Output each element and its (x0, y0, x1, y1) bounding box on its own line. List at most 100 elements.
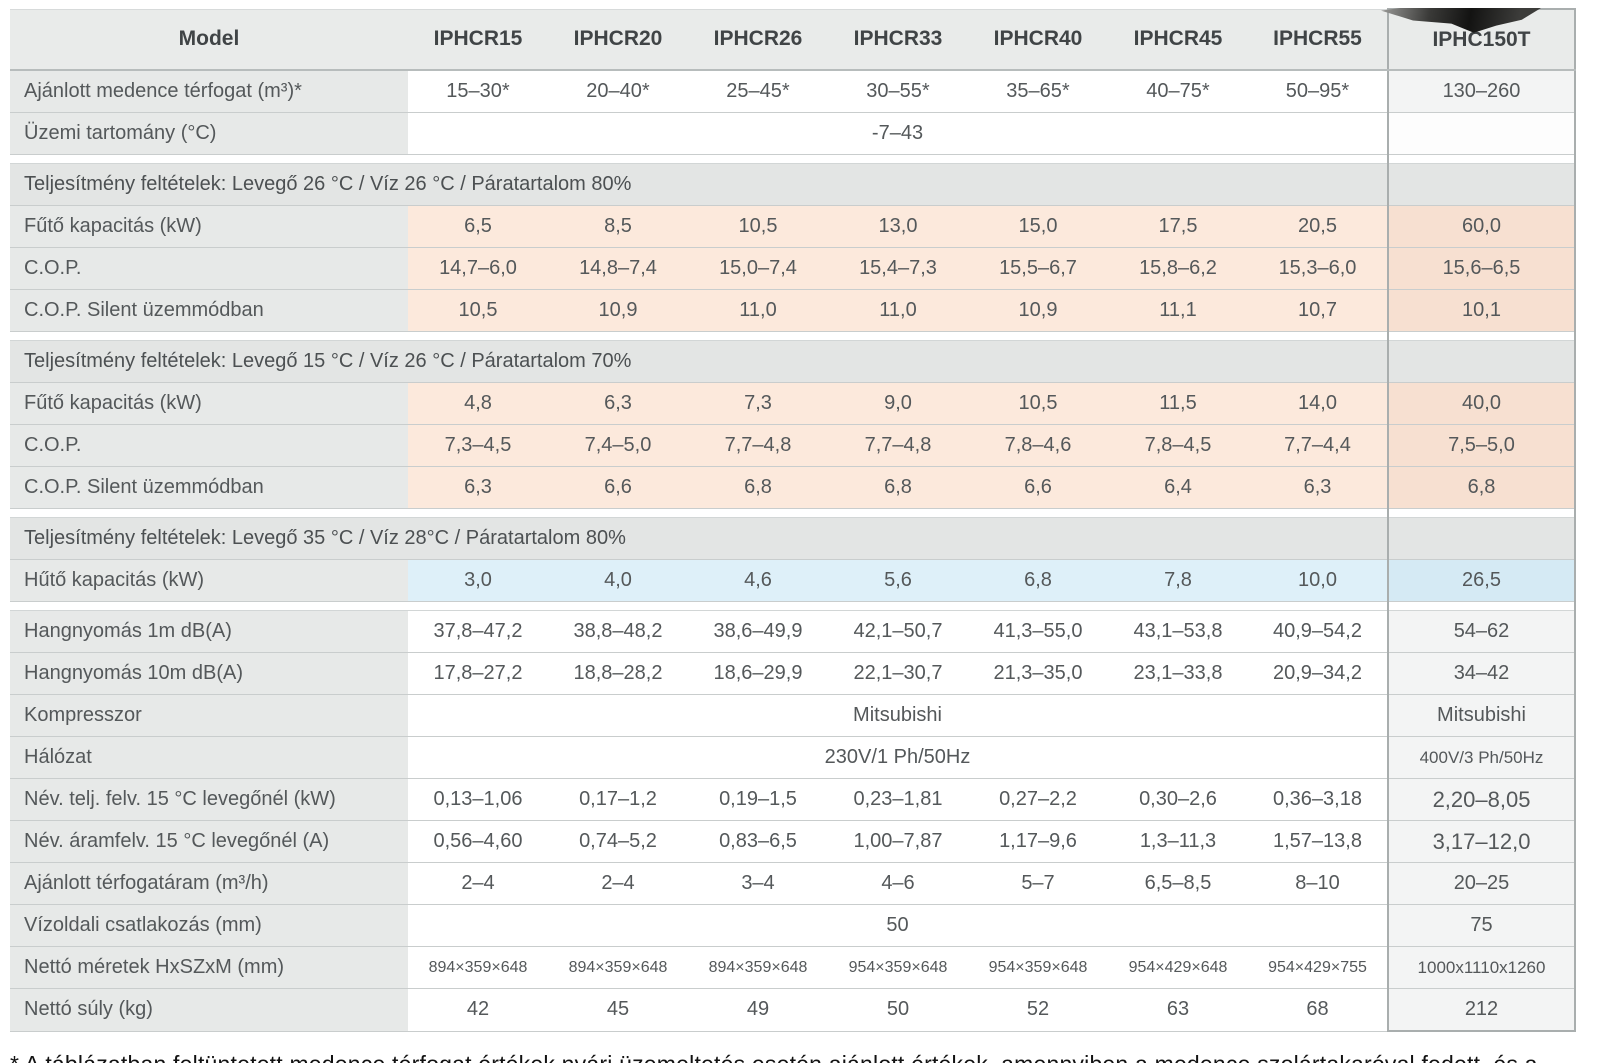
value-cell: 954×359×648 (968, 946, 1108, 989)
value-cell: 4–6 (828, 862, 968, 905)
table-row: Hűtő kapacitás (kW) 3,0 4,0 4,6 5,6 6,8 7,8 10,… (10, 559, 1576, 602)
value-cell: 41,3–55,0 (968, 610, 1108, 653)
value-cell-iphc150t: 212 (1387, 988, 1576, 1032)
value-cell-iphc150t: 6,8 (1387, 466, 1576, 509)
value-cell: 18,8–28,2 (548, 652, 688, 695)
value-cell: 52 (968, 988, 1108, 1032)
value-cell: 4,0 (548, 559, 688, 602)
value-cell: 21,3–35,0 (968, 652, 1108, 695)
value-cell: 20,9–34,2 (1248, 652, 1388, 695)
value-cell: 22,1–30,7 (828, 652, 968, 695)
value-cell-iphc150t: 15,6–6,5 (1387, 247, 1576, 290)
value-cell: 0,36–3,18 (1248, 778, 1388, 821)
value-cell: 15,0 (968, 205, 1108, 248)
value-cell: 6,5–8,5 (1108, 862, 1248, 905)
value-cell: 7,8–4,5 (1108, 424, 1248, 467)
value-cell: 38,8–48,2 (548, 610, 688, 653)
table-row: Nettó súly (kg) 42 45 49 50 52 63 68 212 (10, 988, 1576, 1032)
value-cell: 42 (408, 988, 548, 1032)
value-cell: 0,19–1,5 (688, 778, 828, 821)
section-header: Teljesítmény feltételek: Levegő 26 °C / … (10, 163, 1388, 206)
section-gap (10, 508, 1576, 518)
value-cell: 7,8–4,6 (968, 424, 1108, 467)
merged-value-cell: -7–43 (408, 112, 1388, 155)
model-header-iphcr20: IPHCR20 (548, 9, 688, 71)
value-cell-iphc150t: 3,17–12,0 (1387, 820, 1576, 863)
table-row: Üzemi tartomány (°C) -7–43 (10, 112, 1576, 155)
value-cell: 7,3–4,5 (408, 424, 548, 467)
value-cell: 0,56–4,60 (408, 820, 548, 863)
value-cell: 7,3 (688, 382, 828, 425)
value-cell: 11,0 (828, 289, 968, 332)
table-row: C.O.P. Silent üzemmódban 10,5 10,9 11,0 11,0… (10, 289, 1576, 332)
value-cell: 17,8–27,2 (408, 652, 548, 695)
value-cell: 11,1 (1108, 289, 1248, 332)
table-row: Teljesítmény feltételek: Levegő 35 °C / … (10, 517, 1576, 560)
value-cell: 10,7 (1248, 289, 1388, 332)
value-cell: 0,83–6,5 (688, 820, 828, 863)
value-cell: 3,0 (408, 559, 548, 602)
value-cell: 11,0 (688, 289, 828, 332)
merged-value-cell: 230V/1 Ph/50Hz (408, 736, 1388, 779)
table-row: Hangnyomás 10m dB(A) 17,8–27,2 18,8–28,2 18… (10, 652, 1576, 695)
value-cell-iphc150t: 1000x1110x1260 (1387, 946, 1576, 989)
value-cell-iphc150t: 40,0 (1387, 382, 1576, 425)
row-label: Kompresszor (10, 694, 408, 737)
value-cell: 15,5–6,7 (968, 247, 1108, 290)
value-cell: 14,7–6,0 (408, 247, 548, 290)
value-cell: 6,5 (408, 205, 548, 248)
value-cell: 17,5 (1108, 205, 1248, 248)
value-cell: 10,5 (688, 205, 828, 248)
table-row: C.O.P. 7,3–4,5 7,4–5,0 7,7–4,8 7,7–4,8 7,8–4,… (10, 424, 1576, 467)
row-label: C.O.P. (10, 424, 408, 467)
merged-value-cell: 50 (408, 904, 1388, 947)
section-header: Teljesítmény feltételek: Levegő 15 °C / … (10, 340, 1388, 383)
value-cell: 0,30–2,6 (1108, 778, 1248, 821)
value-cell: 25–45* (688, 70, 828, 113)
section-gap-cell (10, 508, 1388, 518)
value-cell: 6,4 (1108, 466, 1248, 509)
value-cell: 7,4–5,0 (548, 424, 688, 467)
table-row: C.O.P. 14,7–6,0 14,8–7,4 15,0–7,4 15,4–7,3 15… (10, 247, 1576, 290)
value-cell: 0,23–1,81 (828, 778, 968, 821)
value-cell: 894×359×648 (688, 946, 828, 989)
table-row: Név. telj. felv. 15 °C levegőnél (kW) 0,1… (10, 778, 1576, 821)
model-header-iphcr40: IPHCR40 (968, 9, 1108, 71)
table-row: Ajánlott térfogatáram (m³/h) 2–4 2–4 3–4 4–6… (10, 862, 1576, 905)
value-cell-iphc150t: 10,1 (1387, 289, 1576, 332)
value-cell: 2–4 (548, 862, 688, 905)
row-label: Nettó súly (kg) (10, 988, 408, 1032)
section-gap-cell (10, 331, 1388, 341)
section-gap (10, 331, 1576, 341)
row-label: Hangnyomás 1m dB(A) (10, 610, 408, 653)
value-cell: 6,8 (688, 466, 828, 509)
value-cell: 3–4 (688, 862, 828, 905)
value-cell: 6,6 (548, 466, 688, 509)
value-cell: 954×359×648 (828, 946, 968, 989)
table-row: Hálózat 230V/1 Ph/50Hz 400V/3 Ph/50Hz (10, 736, 1576, 779)
value-cell-iphc150t: 7,5–5,0 (1387, 424, 1576, 467)
table-row: Kompresszor Mitsubishi Mitsubishi (10, 694, 1576, 737)
value-cell: 10,5 (408, 289, 548, 332)
value-cell: 6,8 (828, 466, 968, 509)
value-cell: 0,74–5,2 (548, 820, 688, 863)
value-cell-iphc150t: 130–260 (1387, 70, 1576, 113)
value-cell: 23,1–33,8 (1108, 652, 1248, 695)
row-label: C.O.P. (10, 247, 408, 290)
row-label: Vízoldali csatlakozás (mm) (10, 904, 408, 947)
value-cell: 15,0–7,4 (688, 247, 828, 290)
row-label: Hűtő kapacitás (kW) (10, 559, 408, 602)
value-cell: 954×429×648 (1108, 946, 1248, 989)
value-cell: 68 (1248, 988, 1388, 1032)
value-cell: 11,5 (1108, 382, 1248, 425)
section-gap-last-cell (1387, 508, 1576, 518)
value-cell: 20–40* (548, 70, 688, 113)
value-cell: 42,1–50,7 (828, 610, 968, 653)
value-cell: 1,3–11,3 (1108, 820, 1248, 863)
header-row: Model IPHCR15 IPHCR20 IPHCR26 IPHCR33 IPHCR40… (10, 8, 1576, 71)
row-label: C.O.P. Silent üzemmódban (10, 466, 408, 509)
value-cell: 50 (828, 988, 968, 1032)
value-cell: 8–10 (1248, 862, 1388, 905)
model-header-iphcr33: IPHCR33 (828, 9, 968, 71)
value-cell: 7,7–4,4 (1248, 424, 1388, 467)
